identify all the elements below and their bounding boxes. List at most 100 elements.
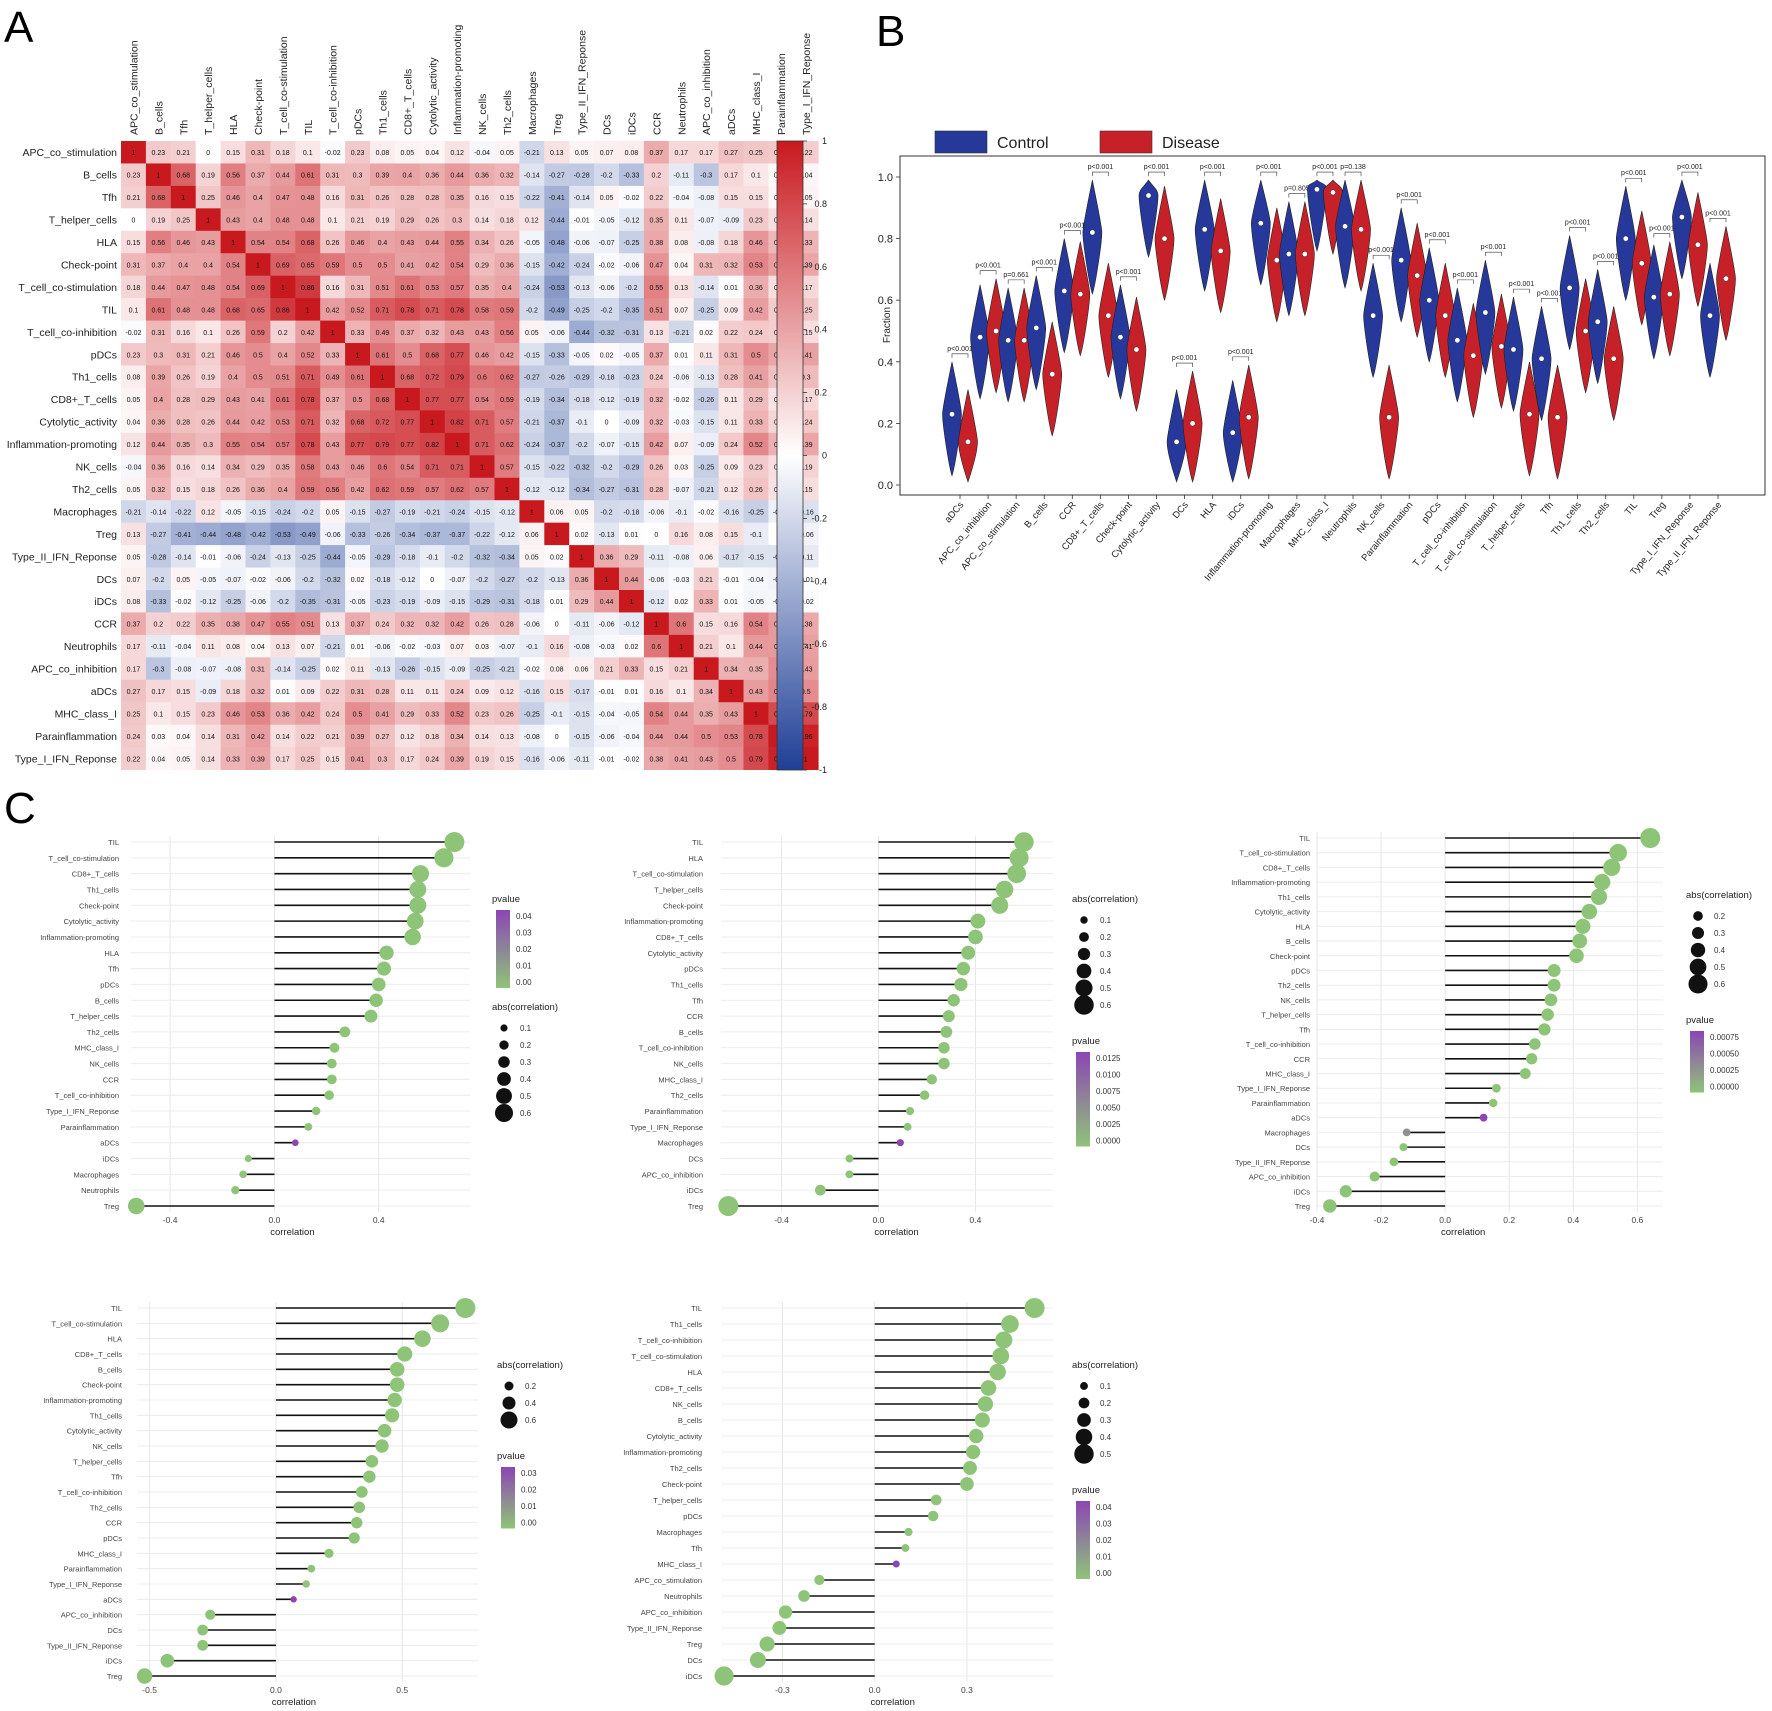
heatmap-cell [594, 432, 620, 456]
heatmap-cell-value: 0.21 [351, 218, 365, 225]
heatmap-cell [345, 567, 371, 591]
heatmap-cell-value: -0.34 [399, 532, 415, 539]
heatmap-cell [594, 343, 620, 366]
heatmap-cell [270, 343, 296, 366]
heatmap-cell-value: 0.39 [450, 756, 464, 763]
heatmap-cell [320, 657, 346, 681]
size-legend-label: 0.3 [520, 1058, 532, 1067]
heatmap-cell-value: -0.19 [399, 509, 415, 516]
lollipop-row-label: MHC_class_I [74, 1044, 119, 1053]
heatmap-cell [594, 455, 620, 479]
heatmap-cell-value: -0.33 [350, 532, 366, 539]
size-legend-title: abs(correlation) [1072, 1360, 1138, 1371]
heatmap-cell-value: -0.12 [524, 487, 540, 494]
heatmap-cell-value: -0.18 [524, 599, 540, 606]
heatmap-cell-value: -0.41 [175, 532, 191, 539]
heatmap-cell-value: 0.22 [176, 622, 190, 629]
heatmap-cell-value: 0.22 [127, 756, 141, 763]
p-value-label: p<0.001 [1677, 164, 1703, 171]
x-tick-label: 0.0 [873, 1215, 885, 1225]
heatmap-cell [121, 679, 147, 703]
heatmap-cell [569, 522, 595, 546]
heatmap-cell-value: 0.54 [749, 622, 763, 629]
p-value-label: p<0.001 [1537, 290, 1563, 297]
lollipop-point [926, 1074, 937, 1085]
size-legend-label: 0.4 [1714, 946, 1726, 955]
heatmap-row-label: Th1_cells [72, 372, 117, 384]
heatmap-col-label: Cytolytic_activity [427, 57, 439, 135]
heatmap-cell [245, 320, 271, 344]
heatmap-cell [220, 724, 246, 748]
heatmap-row-label: NK_cells [76, 462, 117, 474]
heatmap-cell-value: 0.39 [799, 442, 813, 449]
heatmap-cell-value: 0.15 [799, 330, 813, 337]
heatmap-cell [370, 477, 396, 501]
heatmap-cell [519, 545, 545, 568]
heatmap-cell [394, 724, 421, 748]
heatmap-cell-value: 0.4 [253, 218, 263, 225]
heatmap-cell [145, 387, 172, 411]
heatmap-cell [544, 230, 570, 254]
heatmap-cell [345, 500, 371, 524]
heatmap-cell [295, 208, 321, 232]
heatmap-cell [743, 500, 769, 524]
heatmap-cell-value: 0.43 [450, 330, 464, 337]
lollipop-row-label: TIL [108, 838, 119, 847]
heatmap-cell-value: -0.24 [250, 554, 266, 561]
heatmap-cell [345, 343, 371, 366]
lollipop-point [1569, 948, 1584, 964]
heatmap-cell-value: -0.27 [599, 487, 615, 494]
heatmap-cell [444, 253, 470, 277]
violin-median [1398, 257, 1405, 264]
heatmap-cell [544, 298, 570, 321]
colorbar-tick-label: 1 [822, 136, 827, 146]
heatmap-cell [419, 500, 446, 524]
heatmap-cell [270, 275, 296, 299]
heatmap-cell [743, 343, 769, 366]
violin-control [1587, 269, 1608, 385]
heatmap-cell [519, 387, 545, 411]
heatmap-cell-value: -0.05 [350, 599, 366, 606]
lollipop-row-label: APC_co_inhibition [642, 1170, 703, 1179]
violin-median [1342, 223, 1348, 230]
heatmap-cell-value: 0.62 [500, 375, 514, 382]
heatmap-row-label: Inflammation-promoting [7, 439, 117, 451]
heatmap-cell-value: -0.2 [302, 509, 314, 516]
heatmap-cell-value: 0.68 [301, 240, 315, 247]
heatmap-cell-value: 0.77 [450, 352, 464, 359]
heatmap-col-label: CCR [651, 112, 663, 135]
heatmap-cell [121, 522, 147, 546]
lollipop-point [434, 848, 454, 868]
heatmap-cell-value: -0.04 [599, 711, 615, 718]
heatmap-cell [643, 679, 670, 703]
heatmap-cell-value: 0.35 [475, 285, 489, 292]
heatmap-cell [569, 275, 595, 299]
size-legend-label: 0.2 [1100, 933, 1112, 942]
lollipop-point [772, 1621, 787, 1635]
violin-median [1257, 220, 1264, 227]
heatmap-cell [419, 590, 446, 613]
heatmap-cell [594, 634, 620, 658]
heatmap-cell [743, 612, 769, 636]
lollipop-row-label: T_helper_cells [73, 1457, 122, 1466]
heatmap-cell [469, 387, 495, 411]
heatmap-cell-value: -0.15 [524, 352, 540, 359]
violin-disease [1042, 321, 1063, 437]
lollipop-row-label: Treg [107, 1672, 122, 1681]
lollipop-row-label: iDCs [103, 1155, 119, 1164]
heatmap-cell [121, 163, 147, 187]
heatmap-cell-value: 0.27 [127, 689, 141, 696]
violin-median [1330, 189, 1336, 196]
significance-bracket [1569, 227, 1586, 232]
lollipop-point [455, 1298, 476, 1318]
lollipop-point [989, 1363, 1006, 1381]
heatmap-cell [668, 343, 695, 366]
lollipop-point [942, 1010, 955, 1023]
heatmap-cell-value: -0.05 [524, 240, 540, 247]
size-legend-dot [500, 1024, 508, 1032]
heatmap-cell [220, 410, 246, 434]
heatmap-cell-value: -0.08 [574, 644, 590, 651]
heatmap-cell [170, 298, 197, 321]
heatmap-cell [668, 455, 695, 479]
heatmap-cell-value: -0.12 [648, 599, 664, 606]
